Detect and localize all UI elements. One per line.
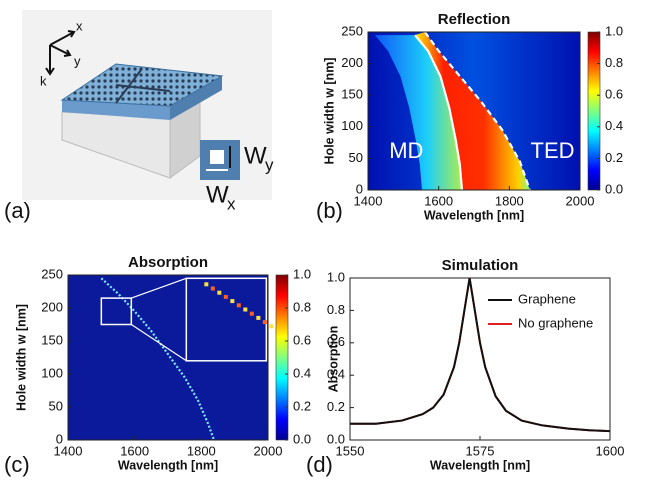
colorbar-tick-label: 1.0 bbox=[293, 266, 311, 281]
x-tick-label: 1600 bbox=[120, 443, 149, 458]
x-tick-label: 1600 bbox=[424, 193, 453, 208]
axis-k-label: k bbox=[40, 73, 47, 88]
y-tick-label: 100 bbox=[41, 365, 63, 380]
y-tick-label: 0.2 bbox=[327, 399, 345, 414]
y-tick-label: 0 bbox=[356, 181, 363, 196]
x-axis-label: Wavelength [nm] bbox=[424, 208, 524, 222]
x-tick-label: 1575 bbox=[466, 443, 495, 458]
wy-label: W bbox=[244, 142, 267, 169]
zoom-dot bbox=[243, 308, 247, 312]
colorbar bbox=[276, 275, 288, 440]
axis-y-label: y bbox=[74, 53, 81, 68]
y-tick-label: 150 bbox=[341, 87, 363, 102]
panel-label: (a) bbox=[4, 198, 31, 223]
figure: x y k W y W x (a) MD TED 0.0 0.2 0.4 0.6 0.8 1.… bbox=[0, 0, 652, 480]
zoom-dot bbox=[256, 316, 260, 320]
colorbar-tick-label: 0.4 bbox=[605, 118, 623, 133]
colorbar bbox=[588, 32, 600, 190]
colorbar-tick-label: 0.0 bbox=[605, 181, 623, 196]
y-tick-label: 250 bbox=[41, 266, 63, 281]
y-tick-label: 200 bbox=[41, 299, 63, 314]
axis-x-label: x bbox=[76, 18, 83, 33]
hole bbox=[210, 150, 224, 164]
zoom-dot bbox=[269, 324, 273, 328]
y-tick-label: 50 bbox=[349, 150, 363, 165]
zoom-dot bbox=[224, 295, 228, 299]
colorbar-tick-label: 0.4 bbox=[293, 365, 311, 380]
x-axis-label: Wavelength [nm] bbox=[430, 458, 530, 472]
x-tick-label: 2000 bbox=[254, 443, 283, 458]
x-tick-label: 1800 bbox=[187, 443, 216, 458]
x-axis-label: Wavelength [nm] bbox=[118, 458, 218, 472]
colorbar-tick-label: 0.8 bbox=[293, 299, 311, 314]
y-tick-label: 200 bbox=[341, 55, 363, 70]
panel-label: (b) bbox=[316, 198, 343, 223]
y-axis-label: Hole width w [nm] bbox=[322, 58, 336, 165]
zoom-inset bbox=[186, 278, 266, 361]
zoom-dot bbox=[230, 299, 234, 303]
x-tick-label: 1600 bbox=[596, 443, 625, 458]
colorbar-tick-label: 1.0 bbox=[605, 23, 623, 38]
legend-label: No graphene bbox=[518, 315, 593, 330]
chart-title: Simulation bbox=[442, 257, 519, 274]
zoom-dot bbox=[217, 291, 221, 295]
zoom-dot bbox=[211, 287, 215, 291]
chart-title: Absorption bbox=[128, 254, 208, 271]
zoom-dot bbox=[263, 320, 267, 324]
wy-sub: y bbox=[265, 155, 274, 174]
colorbar-tick-label: 0.0 bbox=[293, 431, 311, 446]
colorbar-tick-label: 0.2 bbox=[605, 150, 623, 165]
legend-label: Graphene bbox=[518, 291, 576, 306]
x-tick-label: 1800 bbox=[495, 193, 524, 208]
y-tick-label: 50 bbox=[49, 398, 63, 413]
annotation: MD bbox=[389, 138, 423, 163]
wx-label: W bbox=[206, 181, 229, 208]
y-tick-label: 150 bbox=[41, 332, 63, 347]
panel-label: (c) bbox=[4, 452, 30, 477]
zoom-dot bbox=[204, 282, 208, 286]
panel-label: (d) bbox=[306, 452, 333, 477]
y-tick-label: 250 bbox=[341, 23, 363, 38]
colorbar-tick-label: 0.8 bbox=[605, 55, 623, 70]
zoom-dot bbox=[237, 303, 241, 307]
plot-area bbox=[368, 32, 580, 190]
annotation: TED bbox=[531, 138, 575, 163]
y-tick-label: 0.8 bbox=[327, 302, 345, 317]
zoom-dot bbox=[250, 312, 254, 316]
y-axis-label: Absorption bbox=[326, 326, 340, 393]
colorbar-tick-label: 0.2 bbox=[293, 398, 311, 413]
y-tick-label: 100 bbox=[341, 118, 363, 133]
y-tick-label: 0 bbox=[56, 431, 63, 446]
y-tick-label: 1.0 bbox=[327, 269, 345, 284]
wx-sub: x bbox=[227, 194, 236, 213]
chart-title: Reflection bbox=[438, 11, 511, 28]
colorbar-tick-label: 0.6 bbox=[293, 332, 311, 347]
y-tick-label: 0.0 bbox=[327, 431, 345, 446]
structure-illustration bbox=[22, 10, 272, 200]
x-tick-label: 2000 bbox=[566, 193, 595, 208]
y-axis-label: Hole width w [nm] bbox=[14, 304, 28, 411]
colorbar-tick-label: 0.6 bbox=[605, 87, 623, 102]
